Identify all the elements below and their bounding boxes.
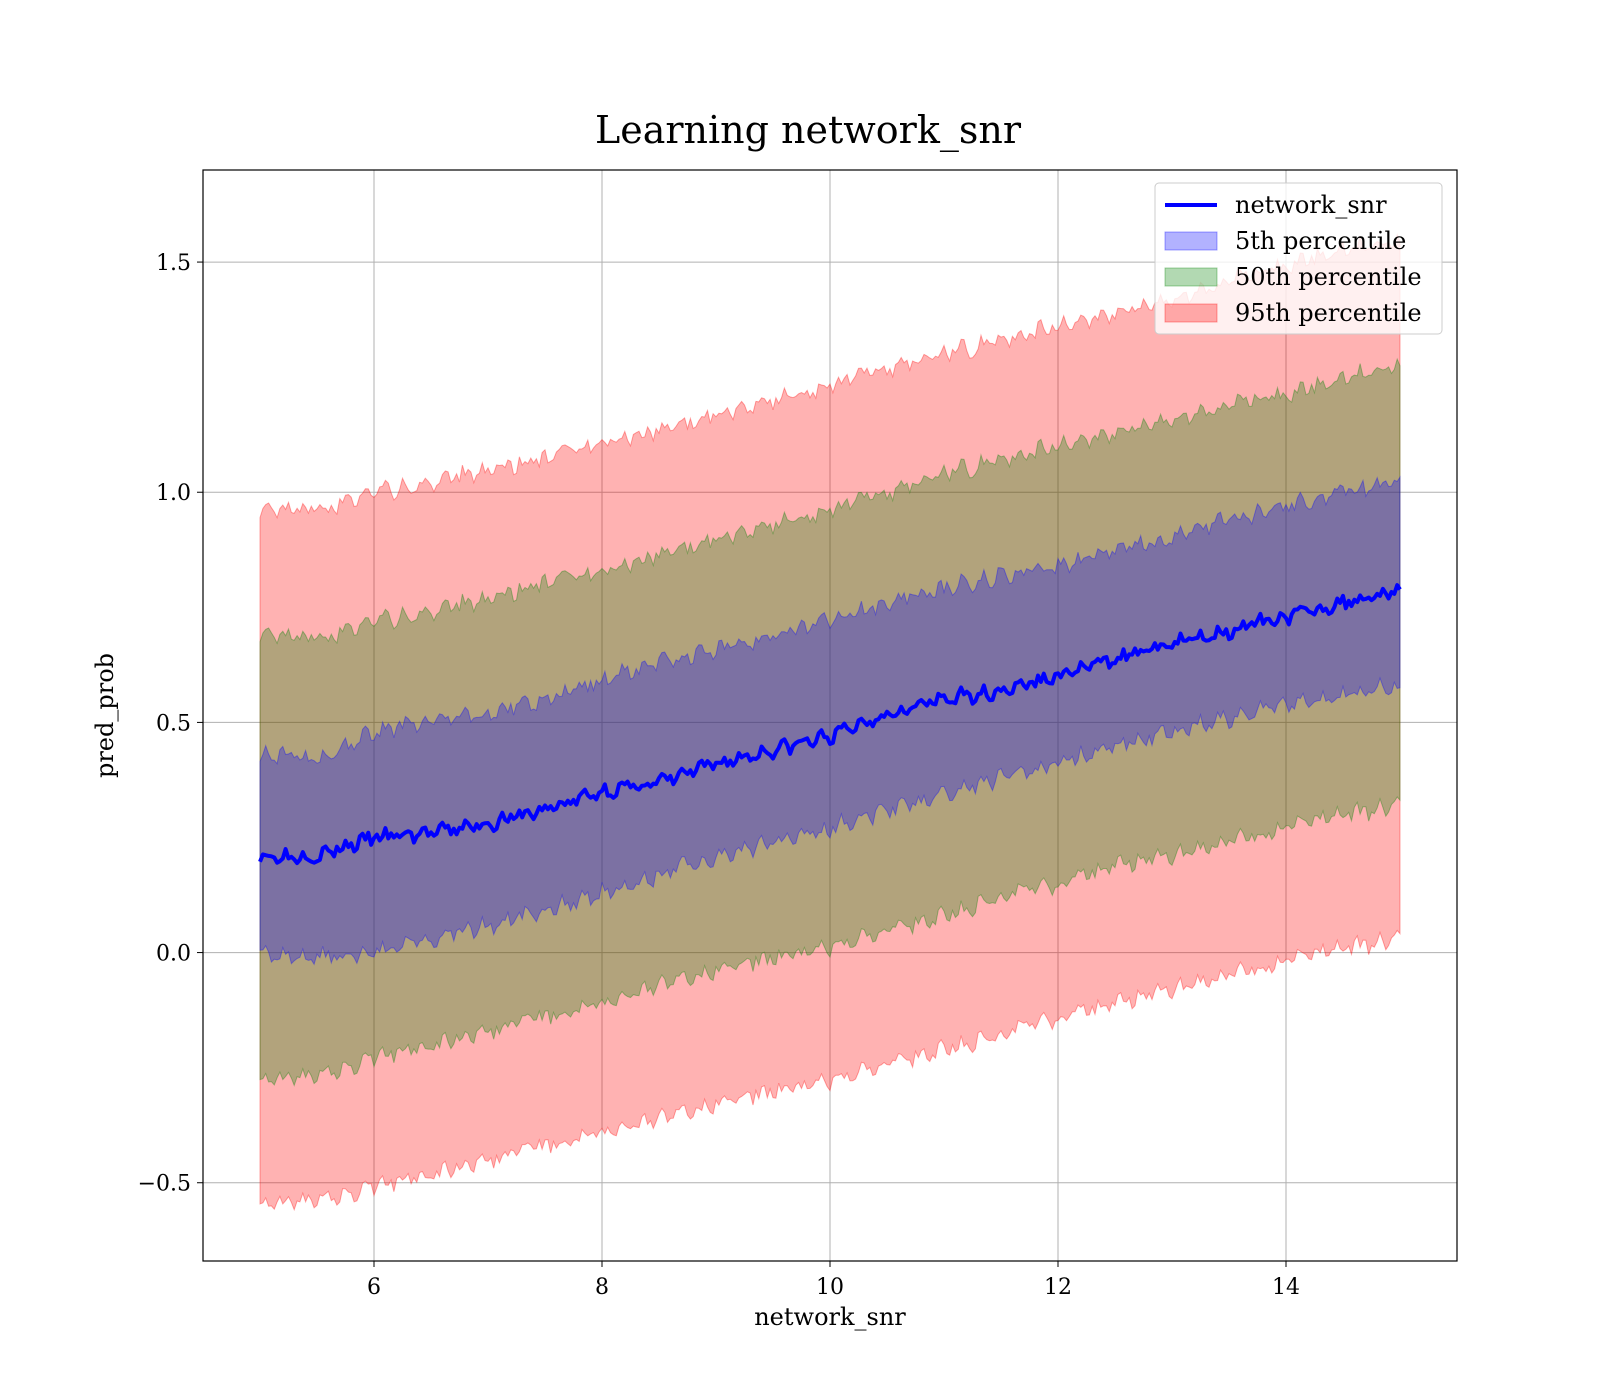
- x-tick-label: 8: [595, 1275, 609, 1300]
- legend-swatch-band: [1164, 303, 1218, 323]
- y-axis-label: pred_prob: [91, 653, 119, 778]
- legend: network_snr 5th percentile 50th percentile…: [1154, 182, 1443, 335]
- legend-swatch-band: [1164, 267, 1218, 287]
- y-tick-label: 0.0: [156, 942, 191, 967]
- band-5th-percentile: [259, 475, 1401, 966]
- legend-label: 95th percentile: [1235, 299, 1422, 327]
- x-tick-label: 14: [1272, 1275, 1300, 1300]
- band-layer: [259, 233, 1401, 1212]
- series-line-network-snr: [258, 583, 1402, 866]
- y-tick-label: 0.5: [156, 711, 191, 736]
- x-tick-label: 6: [367, 1275, 381, 1300]
- line-layer: [258, 583, 1402, 866]
- y-tick-label: 1.0: [156, 481, 191, 506]
- legend-label: 5th percentile: [1235, 227, 1406, 255]
- tick-layer: 6 8 10 12 14 −0.5 0.0 0.5 1.0 1.5: [138, 251, 1300, 1300]
- legend-label: network_snr: [1235, 191, 1387, 219]
- x-axis-label: network_snr: [754, 1303, 906, 1331]
- band-50th-percentile: [259, 357, 1401, 1087]
- legend-label: 50th percentile: [1235, 263, 1422, 291]
- legend-swatch-band: [1164, 231, 1218, 251]
- x-tick-label: 12: [1044, 1275, 1072, 1300]
- chart-title: Learning network_snr: [595, 108, 1022, 153]
- y-tick-label: −0.5: [138, 1172, 191, 1197]
- legend-box: [1154, 182, 1443, 335]
- y-tick-label: 1.5: [156, 251, 191, 276]
- x-tick-label: 10: [816, 1275, 844, 1300]
